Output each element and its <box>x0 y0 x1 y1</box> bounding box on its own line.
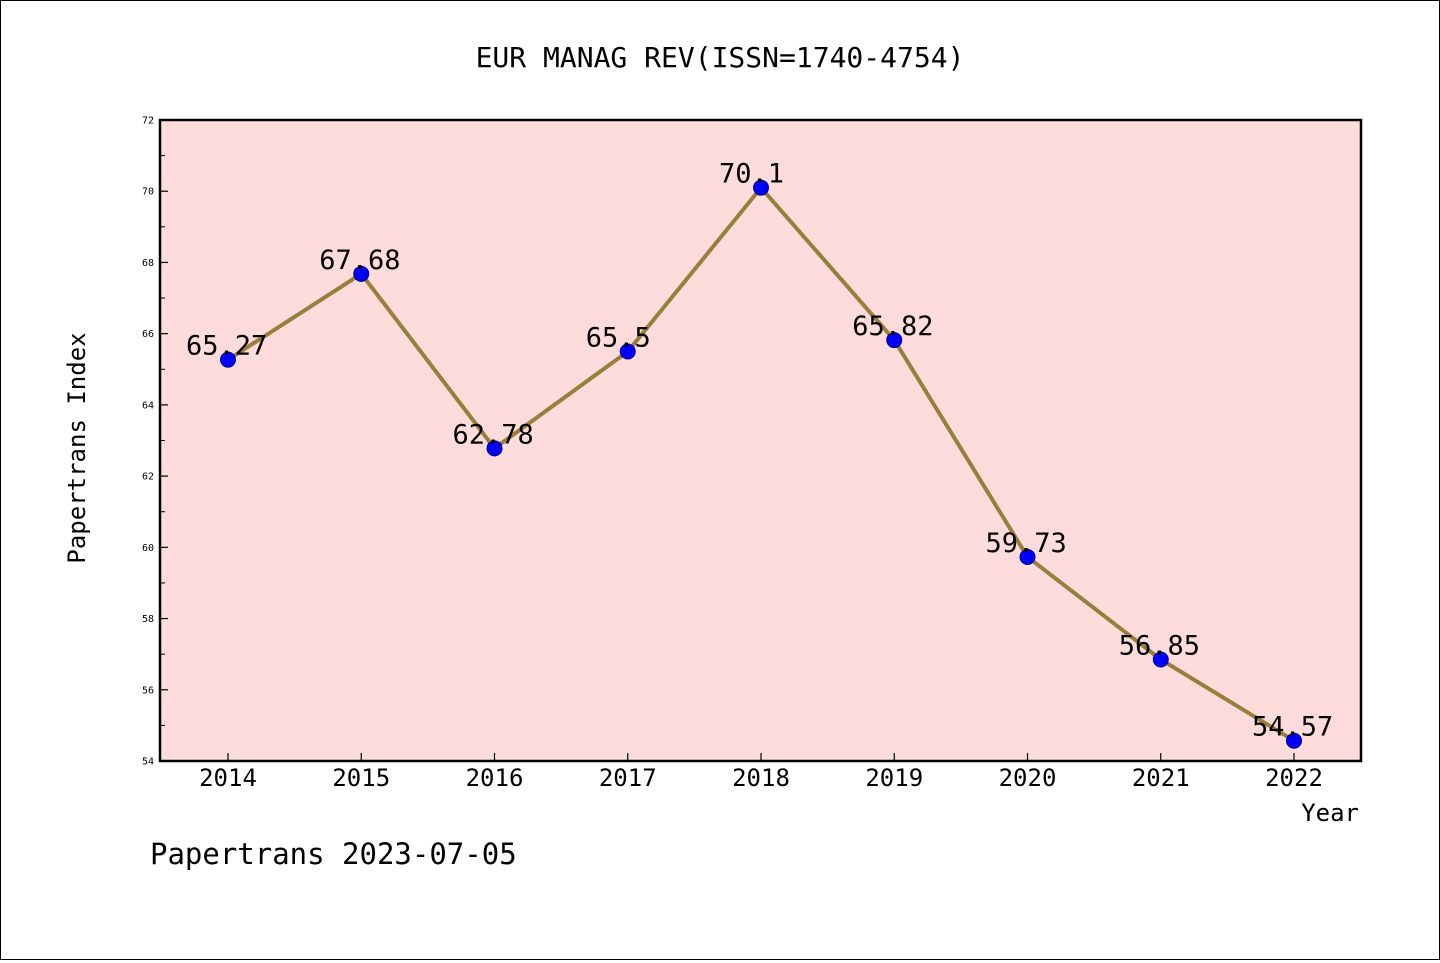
data-label: 67.68 <box>319 245 400 276</box>
y-tick-label: 64 <box>142 400 154 411</box>
x-tick-label: 2019 <box>865 764 923 792</box>
data-point <box>619 343 636 360</box>
x-tick-label: 2022 <box>1265 764 1323 792</box>
data-point <box>1019 548 1036 565</box>
y-tick-label: 66 <box>142 329 154 340</box>
x-axis-label: Year <box>1301 799 1359 827</box>
y-tick-label: 62 <box>142 472 154 483</box>
data-point <box>753 179 769 196</box>
x-tick-label: 2020 <box>999 764 1057 792</box>
data-label: 56.85 <box>1119 631 1200 662</box>
y-axis-label: Papertrans Index <box>63 332 91 563</box>
plot-area <box>160 120 1361 761</box>
footer-text: Papertrans 2023-07-05 <box>150 837 517 871</box>
x-tick-label: 2014 <box>199 764 257 792</box>
chart-title: EUR MANAG REV(ISSN=1740-4754) <box>476 41 965 74</box>
data-point <box>1286 732 1302 749</box>
data-label: 54.57 <box>1252 712 1333 743</box>
data-markers <box>220 179 1302 749</box>
y-tick-label: 58 <box>142 614 154 625</box>
data-point <box>1152 651 1169 668</box>
data-point <box>353 265 370 282</box>
y-axis: 54 56 58 60 62 64 66 68 70 72 <box>142 116 168 768</box>
data-label: 62.78 <box>453 419 534 450</box>
data-point <box>886 332 903 349</box>
data-label: 70.1 <box>719 159 784 190</box>
data-label: 59.73 <box>986 528 1067 559</box>
x-tick-label: 2017 <box>599 764 657 792</box>
plot-border <box>158 118 1363 763</box>
x-tick-label: 2016 <box>466 764 524 792</box>
x-axis: 2014 2015 2016 2017 2018 2019 2020 2021 2022 <box>199 753 1323 792</box>
y-tick-label: 68 <box>142 258 154 269</box>
x-tick-label: 2018 <box>732 764 790 792</box>
data-point <box>220 351 236 368</box>
x-tick-label: 2021 <box>1132 764 1190 792</box>
data-label: 65.82 <box>852 311 933 342</box>
y-tick-label: 60 <box>142 543 154 554</box>
y-tick-label: 72 <box>142 116 154 127</box>
y-tick-label: 54 <box>142 757 154 768</box>
x-tick-label: 2015 <box>332 764 390 792</box>
y-tick-label: 56 <box>142 685 154 696</box>
y-tick-label: 70 <box>142 187 154 198</box>
data-labels: 65.27 67.68 62.78 65.5 70.1 65.82 59.73 56.85 54… <box>186 159 1333 743</box>
data-label: 65.27 <box>186 331 267 362</box>
data-label: 65.5 <box>586 322 651 353</box>
data-point <box>486 440 503 457</box>
